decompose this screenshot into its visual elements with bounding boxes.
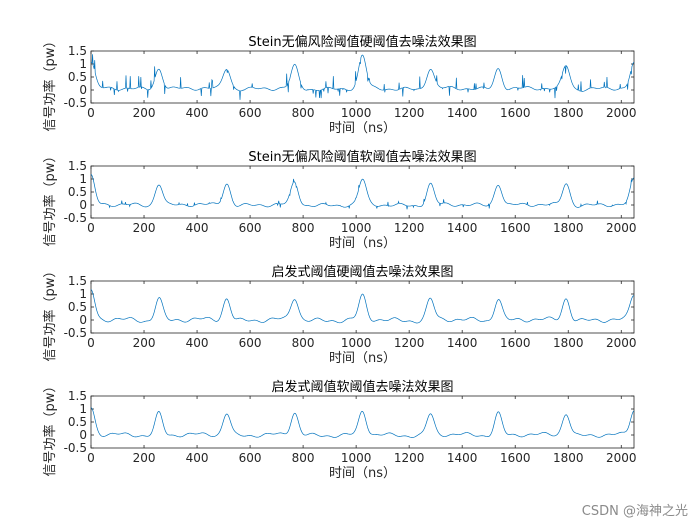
y-tick-label: 1.5 <box>68 159 87 173</box>
x-axis-label: 时间（ns） <box>329 236 396 251</box>
y-tick-label: 1 <box>79 172 87 186</box>
x-tick-label: 0 <box>87 336 95 350</box>
axes-box <box>90 50 635 104</box>
x-tick-label: 1000 <box>341 221 372 235</box>
axes-box <box>90 395 635 449</box>
x-tick-label: 400 <box>186 451 209 465</box>
x-tick-label: 1600 <box>500 221 531 235</box>
subplot-3: 0 200 400 600 800 1000 1200 1400 1600 1800 2000 -0.… <box>42 264 637 366</box>
x-tick-label: 1200 <box>394 451 425 465</box>
axes-box <box>90 280 635 334</box>
x-axis-label: 时间（ns） <box>329 466 396 481</box>
subplot-2: 0 200 400 600 800 1000 1200 1400 1600 1800 2000 -0.… <box>42 149 637 251</box>
y-tick-label: 0 <box>79 428 87 442</box>
x-tick-label: 1400 <box>447 336 478 350</box>
x-tick-label: 1600 <box>500 106 531 120</box>
y-tick-label: 1 <box>79 287 87 301</box>
y-tick-label: -0.5 <box>64 211 87 225</box>
x-tick-label: 200 <box>133 336 156 350</box>
watermark: CSDN @海神之光 <box>581 504 688 519</box>
x-tick-label: 1400 <box>447 106 478 120</box>
x-tick-label: 0 <box>87 451 95 465</box>
y-tick-label: 0.5 <box>68 185 87 199</box>
y-tick-label: 1 <box>79 402 87 416</box>
series-line <box>91 54 634 100</box>
x-axis-label: 时间（ns） <box>329 351 396 366</box>
subplot-1: 0 200 400 600 800 1000 1200 1400 1600 1800 2000 -0.… <box>42 34 637 136</box>
x-tick-label: 600 <box>239 451 262 465</box>
y-tick-label: 1 <box>79 57 87 71</box>
x-tick-label: 1800 <box>553 451 584 465</box>
x-tick-label: 800 <box>292 336 315 350</box>
y-tick-label: 0.5 <box>68 300 87 314</box>
y-tick-label: 1.5 <box>68 44 87 58</box>
y-axis-label: 信号功率（pw） <box>42 150 58 247</box>
y-tick-label: 0.5 <box>68 415 87 429</box>
y-tick-label: 0 <box>79 313 87 327</box>
x-tick-label: 2000 <box>606 336 637 350</box>
x-tick-label: 1000 <box>341 336 372 350</box>
x-tick-label: 1400 <box>447 221 478 235</box>
x-tick-label: 800 <box>292 451 315 465</box>
y-tick-label: -0.5 <box>64 326 87 340</box>
x-tick-label: 400 <box>186 221 209 235</box>
y-tick-label: -0.5 <box>64 96 87 110</box>
x-tick-label: 1800 <box>553 336 584 350</box>
x-tick-label: 1200 <box>394 336 425 350</box>
x-tick-label: 600 <box>239 106 262 120</box>
x-tick-label: 1400 <box>447 451 478 465</box>
x-tick-label: 200 <box>133 221 156 235</box>
x-tick-label: 1600 <box>500 451 531 465</box>
x-axis-label: 时间（ns） <box>329 121 396 136</box>
chart-title: 启发式阈值软阈值去噪法效果图 <box>271 379 453 395</box>
x-tick-label: 2000 <box>606 221 637 235</box>
x-tick-label: 400 <box>186 106 209 120</box>
x-tick-label: 1800 <box>553 221 584 235</box>
y-axis-label: 信号功率（pw） <box>42 380 58 477</box>
y-tick-label: 0 <box>79 198 87 212</box>
x-tick-label: 1600 <box>500 336 531 350</box>
y-axis-label: 信号功率（pw） <box>42 35 58 132</box>
y-tick-label: -0.5 <box>64 441 87 455</box>
series-line <box>91 289 634 324</box>
x-tick-label: 400 <box>186 336 209 350</box>
series-line <box>91 174 634 210</box>
y-tick-label: 1.5 <box>68 389 87 403</box>
x-tick-label: 600 <box>239 336 262 350</box>
chart-title: Stein无偏风险阈值硬阈值去噪法效果图 <box>248 34 476 50</box>
subplot-4: 0 200 400 600 800 1000 1200 1400 1600 1800 2000 -0.… <box>42 379 637 481</box>
x-tick-label: 1000 <box>341 451 372 465</box>
x-tick-label: 1800 <box>553 106 584 120</box>
x-tick-label: 800 <box>292 221 315 235</box>
x-tick-label: 0 <box>87 106 95 120</box>
y-tick-label: 0 <box>79 83 87 97</box>
x-tick-label: 200 <box>133 451 156 465</box>
y-tick-label: 1.5 <box>68 274 87 288</box>
x-tick-label: 800 <box>292 106 315 120</box>
x-tick-label: 200 <box>133 106 156 120</box>
y-axis-label: 信号功率（pw） <box>42 265 58 362</box>
x-tick-label: 2000 <box>606 451 637 465</box>
chart-title: 启发式阈值硬阈值去噪法效果图 <box>271 264 453 280</box>
series-line <box>91 407 634 438</box>
chart-title: Stein无偏风险阈值软阈值去噪法效果图 <box>248 149 476 165</box>
x-tick-label: 0 <box>87 221 95 235</box>
y-tick-label: 0.5 <box>68 70 87 84</box>
x-tick-label: 2000 <box>606 106 637 120</box>
x-tick-label: 1200 <box>394 106 425 120</box>
x-tick-label: 1200 <box>394 221 425 235</box>
x-tick-label: 1000 <box>341 106 372 120</box>
axes-box <box>90 165 635 219</box>
x-tick-label: 600 <box>239 221 262 235</box>
